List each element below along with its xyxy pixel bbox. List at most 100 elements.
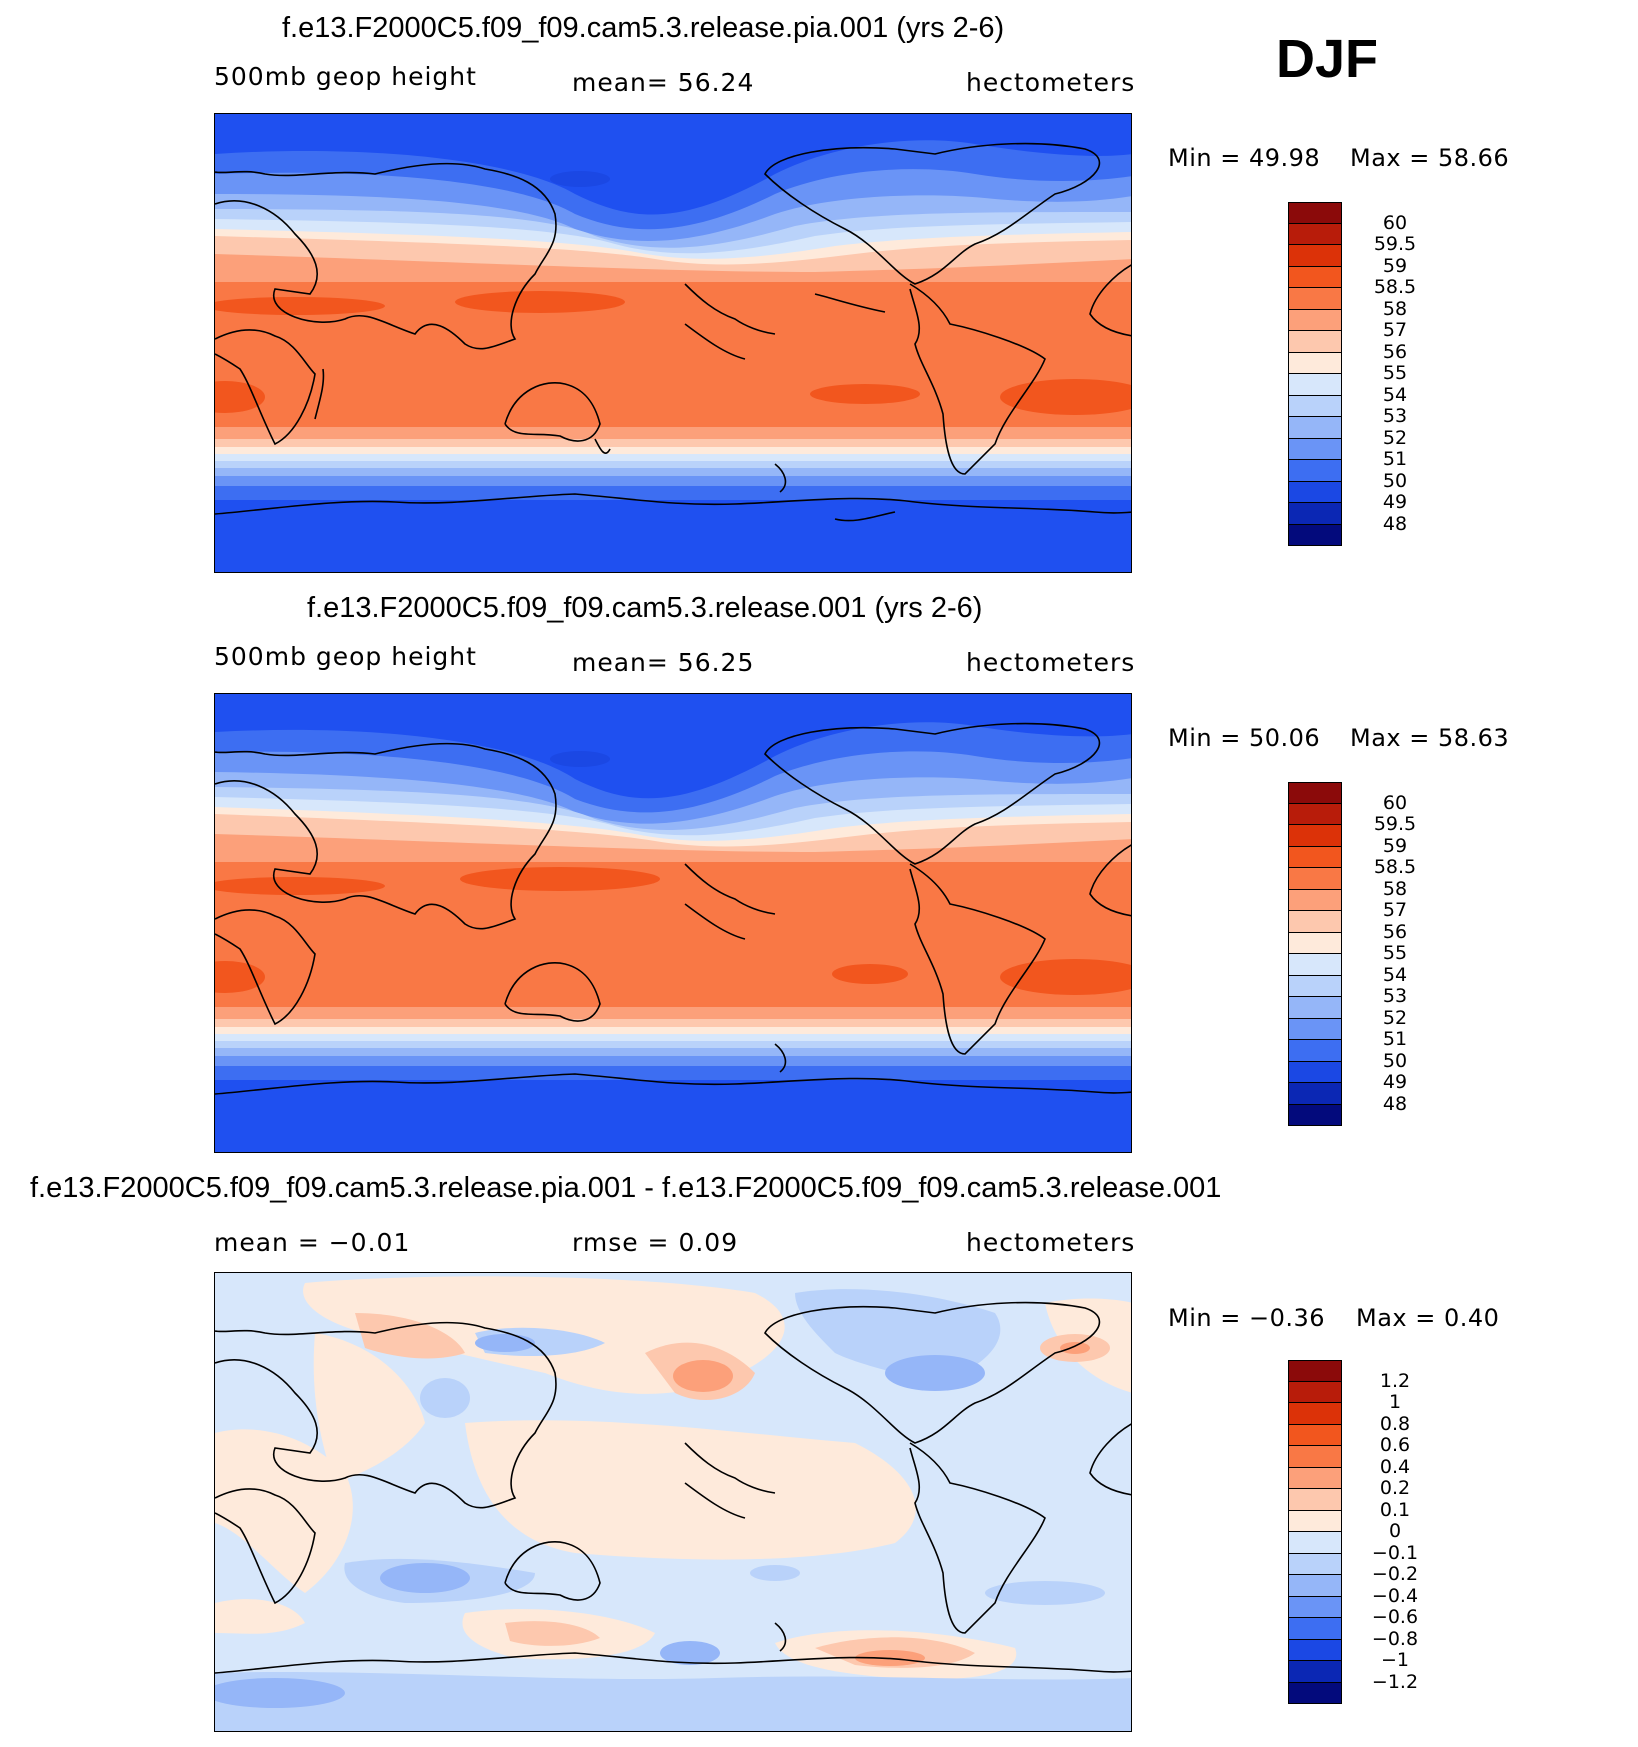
band: [215, 1048, 1131, 1056]
negative-region: [380, 1563, 470, 1593]
colorbar-swatch: [1288, 1682, 1342, 1704]
colorbar-swatch: [1288, 503, 1342, 525]
negative-region: [420, 1378, 470, 1418]
colorbar-swatch: [1288, 1424, 1342, 1446]
colorbar-tick-label: 56: [1382, 340, 1408, 363]
colorbar-swatch: [1288, 975, 1342, 997]
band: [215, 1007, 1131, 1019]
panel-1-title: f.e13.F2000C5.f09_f09.cam5.3.release.pia…: [282, 12, 1005, 44]
colorbar-tick-label: −1.2: [1371, 1670, 1419, 1693]
colorbar-swatch: [1288, 395, 1342, 417]
colorbar-tick-label: 59.5: [1373, 813, 1417, 835]
colorbar-swatch: [1288, 1018, 1342, 1040]
colorbar-tick-label: 59: [1382, 834, 1408, 857]
colorbar-tick-label: 0.4: [1379, 1455, 1411, 1478]
colorbar-swatch: [1288, 1661, 1342, 1683]
positive-region: [355, 1313, 465, 1359]
colorbar-swatch: [1288, 1360, 1342, 1382]
colorbar-swatch: [1288, 309, 1342, 331]
colorbar-tick-label: −0.6: [1371, 1606, 1419, 1628]
panel-2-title: f.e13.F2000C5.f09_f09.cam5.3.release.001…: [307, 592, 983, 624]
positive-region: [313, 1333, 425, 1483]
colorbar-tick-label: 50: [1382, 1049, 1408, 1072]
band: [215, 1080, 1131, 1152]
panel-3-colorbar: [1288, 1360, 1342, 1704]
colorbar-tick-label: 59.5: [1373, 233, 1417, 255]
colorbar-tick-label: −0.1: [1371, 1541, 1419, 1564]
panel-1-colorbar: [1288, 202, 1342, 546]
colorbar-swatch: [1288, 1575, 1342, 1597]
panel-2-mean-label: mean= 56.25: [572, 648, 755, 677]
colorbar-swatch: [1288, 1639, 1342, 1661]
colorbar-tick-label: 60: [1382, 211, 1408, 234]
maxima-blob: [215, 961, 265, 993]
negative-region: [885, 1355, 985, 1391]
colorbar-tick-label: 54: [1382, 963, 1408, 986]
colorbar-swatch: [1288, 1083, 1342, 1105]
positive-region: [215, 1429, 353, 1593]
band: [215, 427, 1131, 439]
colorbar-tick-label: 57: [1382, 899, 1408, 921]
colorbar-swatch: [1288, 1510, 1342, 1532]
colorbar-swatch: [1288, 481, 1342, 503]
colorbar-swatch: [1288, 868, 1342, 890]
band: [215, 1019, 1131, 1027]
colorbar-tick-label: 50: [1382, 469, 1408, 492]
colorbar-swatch: [1288, 889, 1342, 911]
colorbar-swatch: [1288, 1467, 1342, 1489]
colorbar-tick-label: 0.6: [1379, 1434, 1411, 1456]
colorbar-swatch: [1288, 997, 1342, 1019]
colorbar-tick-label: −0.8: [1371, 1627, 1419, 1650]
colorbar-tick-label: 49: [1382, 1071, 1408, 1093]
band: [215, 1041, 1131, 1048]
panel-2-max: Max = 58.63: [1350, 724, 1510, 752]
colorbar-tick-label: 0.8: [1379, 1412, 1411, 1435]
panel-1-mean-label: mean= 56.24: [572, 68, 755, 97]
colorbar-tick-label: 58.5: [1373, 276, 1417, 298]
colorbar-swatch: [1288, 266, 1342, 288]
maxima-blob: [455, 291, 625, 313]
band: [215, 461, 1131, 468]
minima-blob: [550, 751, 610, 767]
colorbar-tick-label: 52: [1382, 426, 1408, 449]
band: [215, 500, 1131, 572]
coastlines: [215, 1301, 1131, 1674]
positive-region: [465, 1420, 916, 1560]
colorbar-swatch: [1288, 911, 1342, 933]
panel-1-map: [214, 113, 1132, 573]
panel-3-max: Max = 0.40: [1356, 1304, 1500, 1332]
maxima-blob: [215, 877, 385, 895]
colorbar-swatch: [1288, 1596, 1342, 1618]
colorbar-tick-label: 48: [1382, 512, 1408, 535]
colorbar-swatch: [1288, 782, 1342, 804]
coastlines: [215, 142, 1131, 522]
colorbar-tick-label: 51: [1382, 448, 1408, 470]
colorbar-tick-label: 60: [1382, 791, 1408, 814]
colorbar-tick-label: −0.2: [1371, 1563, 1419, 1585]
maxima-blob: [1000, 379, 1131, 415]
band: [215, 1056, 1131, 1066]
coastlines: [215, 722, 1131, 1095]
colorbar-swatch: [1288, 1446, 1342, 1468]
negative-region: [660, 1641, 720, 1665]
panel-3-mean-label: mean = −0.01: [214, 1228, 411, 1257]
colorbar-tick-label: 0: [1388, 1520, 1402, 1542]
colorbar-swatch: [1288, 524, 1342, 546]
colorbar-tick-label: 53: [1382, 405, 1408, 427]
band: [215, 1066, 1131, 1080]
colorbar-tick-label: 58.5: [1373, 856, 1417, 878]
colorbar-swatch: [1288, 223, 1342, 245]
positive-region: [673, 1360, 733, 1392]
panel-2-min: Min = 50.06: [1168, 724, 1321, 752]
band: [215, 1034, 1131, 1041]
colorbar-swatch: [1288, 1403, 1342, 1425]
panel-3-rmse-label: rmse = 0.09: [572, 1228, 739, 1257]
colorbar-swatch: [1288, 825, 1342, 847]
colorbar-swatch: [1288, 331, 1342, 353]
panel-1-variable-label: 500mb geop height: [214, 62, 477, 91]
colorbar-swatch: [1288, 374, 1342, 396]
band: [215, 454, 1131, 461]
panel-2-colorbar: [1288, 782, 1342, 1126]
colorbar-tick-label: 56: [1382, 920, 1408, 943]
negative-region: [475, 1334, 535, 1352]
